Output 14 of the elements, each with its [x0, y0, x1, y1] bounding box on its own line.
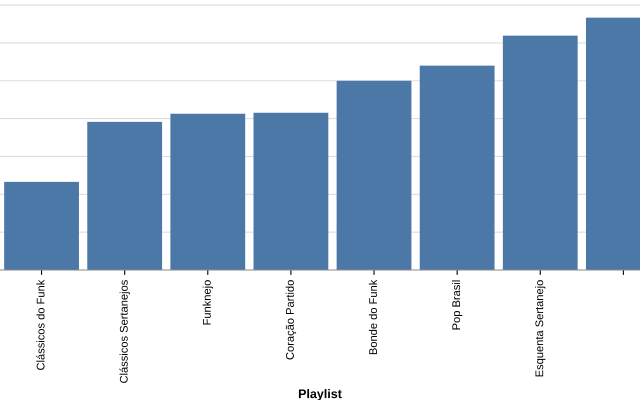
x-tick-label: Esquenta Sertanejo [535, 280, 546, 376]
x-tick-label: Bonde do Funk [368, 280, 378, 354]
x-tick-label: Funknejo [202, 280, 213, 325]
x-tick-label: Clássicos do Funk [36, 280, 45, 370]
bar [87, 122, 162, 270]
bar [336, 80, 412, 270]
bar [4, 182, 79, 270]
bar [502, 36, 578, 270]
bar [170, 114, 246, 270]
bar [254, 112, 328, 270]
x-tick-label: Clássicos Sertanejos [119, 280, 130, 383]
bar [420, 66, 495, 270]
x-tick-label: Coração Partido [286, 280, 296, 360]
x-tick-label: Pop Brasil [452, 280, 462, 330]
